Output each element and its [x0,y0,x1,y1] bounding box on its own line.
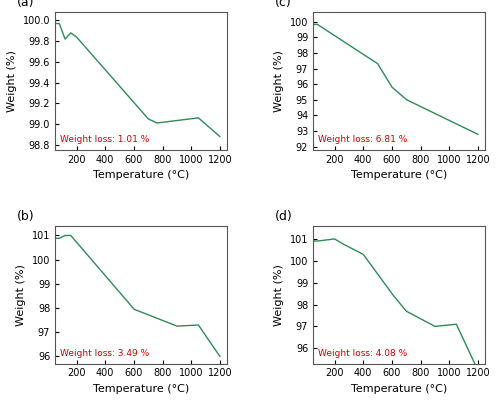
Text: (b): (b) [17,210,35,223]
Y-axis label: Weight (%): Weight (%) [274,50,284,112]
X-axis label: Temperature (°C): Temperature (°C) [351,170,447,180]
Text: (d): (d) [275,210,293,223]
X-axis label: Temperature (°C): Temperature (°C) [93,384,189,394]
X-axis label: Temperature (°C): Temperature (°C) [351,384,447,394]
Y-axis label: Weight (%): Weight (%) [16,264,26,326]
Text: Weight loss: 4.08 %: Weight loss: 4.08 % [318,349,408,358]
X-axis label: Temperature (°C): Temperature (°C) [93,170,189,180]
Text: (a): (a) [17,0,34,9]
Y-axis label: Weight (%): Weight (%) [274,264,284,326]
Text: Weight loss: 3.49 %: Weight loss: 3.49 % [60,349,150,358]
Text: (c): (c) [275,0,292,9]
Text: Weight loss: 6.81 %: Weight loss: 6.81 % [318,135,408,145]
Y-axis label: Weight (%): Weight (%) [7,50,17,112]
Text: Weight loss: 1.01 %: Weight loss: 1.01 % [60,135,150,145]
